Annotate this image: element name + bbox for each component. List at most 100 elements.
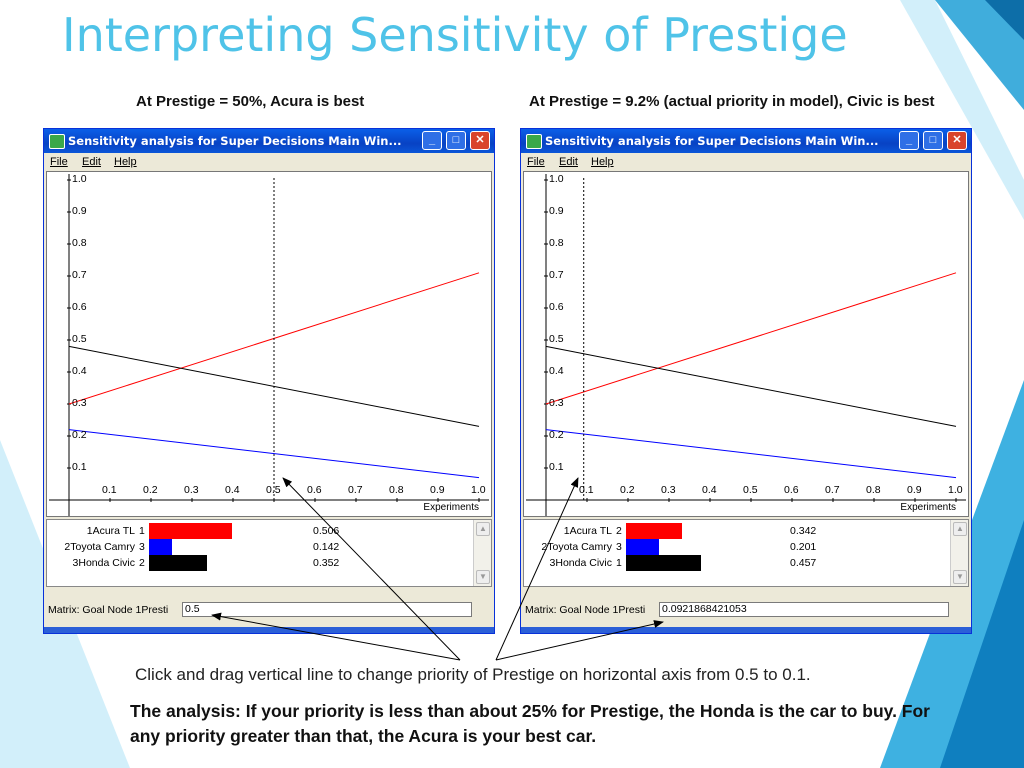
alternative-name: 1Acura TL [563,525,612,537]
minimize-button[interactable]: _ [899,131,919,150]
y-tick-label: 0.4 [549,365,564,377]
priority-value: 0.201 [790,541,817,553]
series-line [68,429,480,479]
taskbar-strip [44,627,494,633]
y-tick-label: 0.2 [72,429,87,441]
plot-canvas [526,174,966,516]
alternative-rank: 3 [139,541,145,553]
alternative-rank: 1 [139,525,145,537]
status-bar: Matrix: Goal Node 1Presti 0.5 [46,602,492,618]
x-tick-label: 0.6 [307,484,322,496]
x-axis-label: Experiments [423,502,479,513]
y-tick-label: 0.3 [549,397,564,409]
minimize-icon: _ [905,134,913,146]
legend-scrollbar[interactable]: ▲ ▼ [950,520,968,586]
priority-bar [626,523,682,539]
maximize-button[interactable]: □ [923,131,943,150]
y-tick-label: 0.6 [549,301,564,313]
sensitivity-plot[interactable]: 1.0 0.9 0.8 0.7 0.6 0.5 0.4 0.3 0.2 0.1 0.1 0.2 0.3 0… [46,171,492,517]
scroll-down-icon[interactable]: ▼ [953,570,967,584]
x-tick-label: 0.3 [184,484,199,496]
y-tick-label: 0.7 [549,269,564,281]
scroll-up-icon[interactable]: ▲ [476,522,490,536]
y-tick-label: 0.1 [72,461,87,473]
alternative-rank: 2 [139,557,145,569]
menu-edit[interactable]: Edit [559,156,578,168]
y-tick-label: 0.8 [549,237,564,249]
x-tick-label: 0.2 [620,484,635,496]
y-tick-label: 1.0 [549,173,564,185]
menu-help[interactable]: Help [114,156,137,168]
menu-file[interactable]: File [527,156,545,168]
priority-bar [149,539,172,555]
analysis-note: The analysis: If your priority is less t… [130,701,930,746]
app-icon [49,134,65,149]
y-tick-label: 0.5 [549,333,564,345]
menu-help[interactable]: Help [591,156,614,168]
series-line [545,272,957,405]
maximize-button[interactable]: □ [446,131,466,150]
priority-value: 0.342 [790,525,817,537]
taskbar-strip [521,627,971,633]
menu-file[interactable]: File [50,156,68,168]
alternative-name: 3Honda Civic [549,557,612,569]
scroll-down-icon[interactable]: ▼ [476,570,490,584]
y-tick-label: 0.4 [72,365,87,377]
menu-bar: File Edit Help [521,153,971,171]
alternative-name: 2Toyota Camry [64,541,135,553]
priority-value: 0.506 [313,525,340,537]
y-tick-label: 0.3 [72,397,87,409]
app-icon [526,134,542,149]
priority-value: 0.352 [313,557,340,569]
priority-bar [149,523,232,539]
priority-value: 0.457 [790,557,817,569]
alternative-rank: 1 [616,557,622,569]
priority-value-field[interactable]: 0.5 [182,602,472,617]
close-icon: ✕ [475,134,485,146]
legend-row: 3Honda Civic 1 0.457 [524,555,948,571]
priority-value: 0.142 [313,541,340,553]
close-icon: ✕ [952,134,962,146]
alternative-name: 3Honda Civic [72,557,135,569]
priority-value-field[interactable]: 0.0921868421053 [659,602,949,617]
x-tick-label: 0.5 [743,484,758,496]
legend-row: 1Acura TL 2 0.342 [524,523,948,539]
legend-row: 2Toyota Camry 3 0.142 [47,539,471,555]
x-tick-label: 0.5 [266,484,281,496]
minimize-button[interactable]: _ [422,131,442,150]
x-tick-label: 1.0 [948,484,963,496]
sensitivity-window-left: Sensitivity analysis for Super Decisions… [43,128,495,634]
x-tick-label: 0.4 [225,484,240,496]
series-line [545,345,957,427]
series-line [545,429,957,479]
close-button[interactable]: ✕ [947,131,967,150]
sensitivity-plot[interactable]: 1.0 0.9 0.8 0.7 0.6 0.5 0.4 0.3 0.2 0.1 0.1 0.2 0.3 0… [523,171,969,517]
y-tick-label: 0.2 [549,429,564,441]
priority-bar [626,539,659,555]
sensitivity-window-right: Sensitivity analysis for Super Decisions… [520,128,972,634]
legend-panel: 1Acura TL 1 0.506 2Toyota Camry 3 0.142 3Honda… [46,519,492,587]
legend-scrollbar[interactable]: ▲ ▼ [473,520,491,586]
x-axis-label: Experiments [900,502,956,513]
y-tick-label: 0.9 [549,205,564,217]
priority-bar [149,555,207,571]
alternative-rank: 3 [616,541,622,553]
x-tick-label: 0.3 [661,484,676,496]
title-bar[interactable]: Sensitivity analysis for Super Decisions… [44,129,494,153]
x-tick-label: 0.1 [102,484,117,496]
title-bar[interactable]: Sensitivity analysis for Super Decisions… [521,129,971,153]
minimize-icon: _ [428,134,436,146]
page-title: Interpreting Sensitivity of Prestige [62,8,848,62]
status-label: Matrix: Goal Node 1Presti [525,604,646,616]
priority-bar [626,555,701,571]
scroll-up-icon[interactable]: ▲ [953,522,967,536]
caption-left: At Prestige = 50%, Acura is best [136,93,365,110]
plot-canvas [49,174,489,516]
close-button[interactable]: ✕ [470,131,490,150]
maximize-icon: □ [929,134,937,146]
status-bar: Matrix: Goal Node 1Presti 0.092186842105… [523,602,969,618]
x-tick-label: 0.6 [784,484,799,496]
menu-edit[interactable]: Edit [82,156,101,168]
drag-instruction: Click and drag vertical line to change p… [135,665,811,684]
x-tick-label: 0.7 [348,484,363,496]
